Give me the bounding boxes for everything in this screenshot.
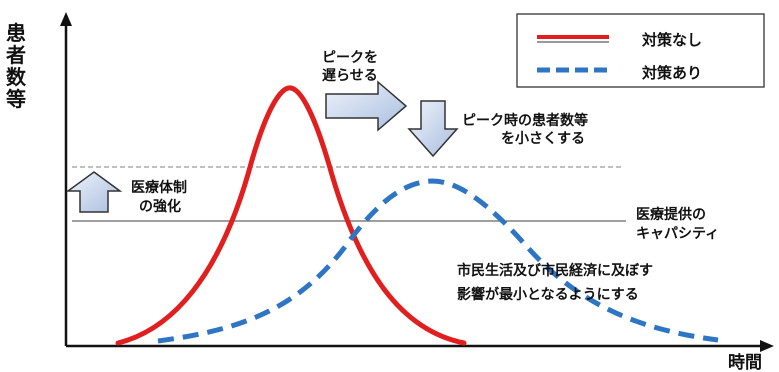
legend-swatch-no-measures	[537, 35, 609, 43]
curve-with-measures	[157, 178, 719, 344]
capacity-label-line1: 医療提供の	[636, 206, 706, 223]
strengthen-label-line1: 医療体制	[131, 179, 187, 196]
delay-peak-label-line1: ピークを	[322, 50, 378, 66]
legend-box	[516, 13, 765, 88]
legend-label-with-measures: 対策あり	[641, 64, 702, 82]
strengthen-label-line2: の強化	[139, 198, 181, 215]
curve-no-measures	[115, 85, 467, 346]
capacity-label-line2: キャパシティ	[636, 226, 719, 242]
x-axis-label: 時間	[728, 352, 762, 372]
delay-peak-arrow-icon	[325, 80, 408, 132]
minimize-impact-label-line1: 市民生活及び市民経済に及ぼす	[457, 262, 653, 279]
reduce-peak-arrow-icon	[407, 100, 459, 158]
minimize-impact-label-line2: 影響が最小となるようにする	[457, 286, 639, 303]
y-axis-label: 患者数等	[6, 21, 26, 111]
strengthen-arrow-icon	[65, 171, 123, 213]
x-axis-arrowhead-icon	[760, 340, 774, 352]
reduce-peak-label-line1: ピーク時の患者数等	[462, 112, 588, 129]
y-axis-arrowhead-icon	[60, 12, 72, 26]
delay-peak-label-line2: 遅らせる	[322, 68, 378, 84]
legend-label-no-measures: 対策なし	[641, 31, 702, 49]
reduce-peak-label-line2: を小さくする	[501, 131, 585, 147]
